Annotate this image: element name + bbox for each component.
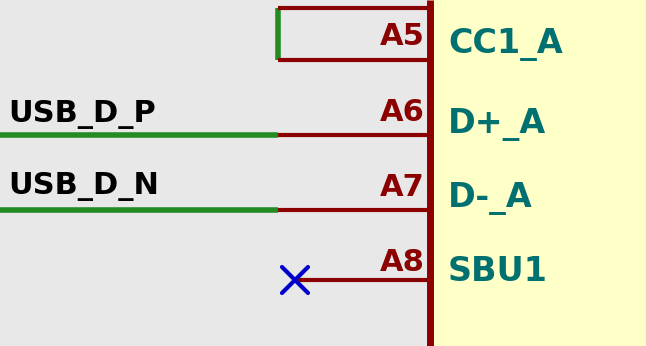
Text: CC1_A: CC1_A bbox=[448, 28, 563, 61]
Text: USB_D_P: USB_D_P bbox=[8, 100, 156, 129]
Text: D-_A: D-_A bbox=[448, 182, 533, 215]
Text: A5: A5 bbox=[380, 22, 425, 51]
Bar bbox=[0, 0, 430, 346]
Bar bbox=[430, 0, 646, 346]
Text: A7: A7 bbox=[380, 173, 425, 202]
Text: D+_A: D+_A bbox=[448, 108, 547, 141]
Text: A8: A8 bbox=[380, 248, 425, 277]
Text: USB_D_N: USB_D_N bbox=[8, 172, 159, 201]
Text: SBU1: SBU1 bbox=[448, 255, 548, 288]
Text: A6: A6 bbox=[380, 98, 425, 127]
